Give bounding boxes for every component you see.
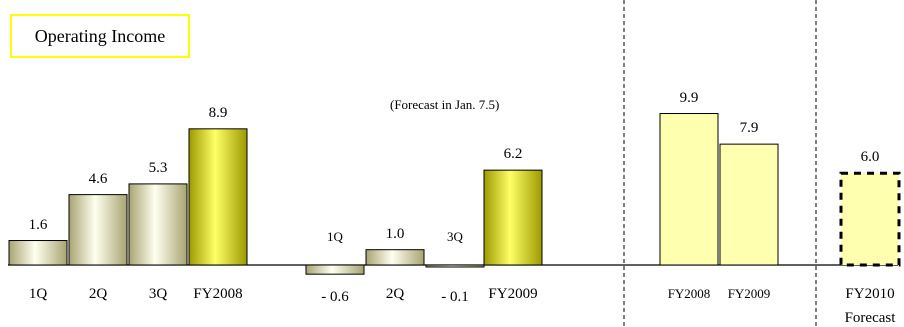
value-label: 7.9: [739, 120, 759, 137]
value-label: 6.2: [503, 146, 523, 163]
category-label: 2Q: [385, 286, 405, 302]
bar-2q-2: [365, 249, 425, 266]
value-label: 1.0: [385, 225, 405, 242]
category-sublabel: Forecast: [844, 310, 896, 326]
forecast-note: (Forecast in Jan. 7.5): [390, 97, 500, 112]
value-label: 4.6: [88, 170, 108, 187]
chart-title: Operating Income: [10, 14, 190, 58]
category-label: FY2008: [193, 286, 243, 302]
value-label: - 0.1: [441, 289, 469, 305]
category-label: 2Q: [88, 286, 108, 302]
category-label: 1Q: [28, 286, 48, 302]
value-label: 9.9: [679, 89, 699, 106]
category-label: 3Q: [447, 229, 463, 244]
bar-3q-2: [425, 264, 485, 268]
bar-2q-1: [68, 194, 128, 266]
bar-fy2008-1: [188, 128, 248, 266]
bar-fy2009-2: [483, 169, 543, 266]
category-label: FY2009: [488, 286, 538, 302]
bar-fy2009-3: [719, 143, 779, 266]
category-label: 3Q: [148, 286, 168, 302]
value-label: 8.9: [208, 104, 228, 121]
value-label: 5.3: [148, 159, 168, 176]
bar-fy2010-4: [839, 171, 901, 267]
bar-1q-2: [305, 264, 365, 275]
category-label: FY2008: [667, 286, 711, 301]
category-label: 1Q: [327, 229, 343, 244]
value-label: 6.0: [860, 149, 880, 166]
value-label: - 0.6: [321, 289, 349, 305]
bar-1q-1: [8, 240, 68, 266]
bar-fy2008-3: [659, 113, 719, 266]
bar-3q-1: [128, 183, 188, 266]
value-label: 1.6: [28, 216, 48, 233]
category-label: FY2010: [845, 286, 895, 302]
category-label: FY2009: [727, 286, 771, 301]
